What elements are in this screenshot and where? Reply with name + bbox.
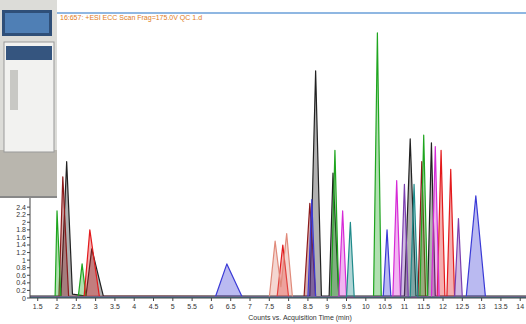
x-tick-label: 8.5 (303, 303, 313, 310)
title: 16:657: +ESI ECC Scan Frag=175.0V QC 1.d (60, 14, 202, 22)
x-tick-label: 9 (325, 303, 329, 310)
x-tick (500, 298, 501, 301)
x-tick-label: 6 (209, 303, 213, 310)
x-tick-label: 10 (362, 303, 370, 310)
x-tick-label: 6.5 (226, 303, 236, 310)
x-tick (462, 298, 463, 301)
x-tick (134, 298, 135, 301)
chart: 00.20.40.60.811.21.41.61.822.22.41.522.5… (0, 0, 526, 324)
x-tick (57, 298, 58, 301)
photo-door (10, 70, 18, 110)
y-tick (27, 282, 30, 283)
photo-bench (0, 150, 57, 196)
y-tick-label: 1.8 (16, 226, 26, 233)
x-tick-label: 11 (401, 303, 408, 310)
trace (30, 234, 526, 298)
x-tick (385, 298, 386, 301)
x-tick-label: 9.5 (342, 303, 352, 310)
photo-instrument (4, 42, 54, 152)
x-tick (230, 298, 231, 301)
y-tick (27, 237, 30, 238)
y-tick (27, 252, 30, 253)
x-tick-label: 5 (171, 303, 175, 310)
y-tick (27, 290, 30, 291)
x-tick-label: 5.5 (187, 303, 197, 310)
x-tick-label: 3.5 (110, 303, 120, 310)
x-tick (192, 298, 193, 301)
x-tick (211, 298, 212, 301)
x-tick (269, 298, 270, 301)
y-tick (27, 260, 30, 261)
y-tick-label: 0.6 (16, 272, 26, 279)
x-tick (37, 298, 38, 301)
x-tick (481, 298, 482, 301)
x-tick-label: 7.5 (264, 303, 274, 310)
photo-panel (6, 46, 52, 60)
x-tick (114, 298, 115, 301)
trace (30, 147, 526, 298)
y-tick-label: 0.8 (16, 264, 26, 271)
x-tick-label: 4.5 (149, 303, 159, 310)
y-tick (27, 298, 30, 299)
x-tick-label: 2 (55, 303, 59, 310)
y-tick-label: 2 (22, 219, 26, 226)
y-tick-label: 1.4 (16, 241, 26, 248)
x-tick-label: 13.5 (494, 303, 508, 310)
x-tick-label: 7 (248, 303, 252, 310)
x-tick (520, 298, 521, 301)
y-tick (27, 229, 30, 230)
x-tick (250, 298, 251, 301)
photo-screen (5, 13, 49, 33)
x-tick-label: 11.5 (417, 303, 430, 310)
x-tick (153, 298, 154, 301)
y-tick (27, 222, 30, 223)
y-tick-label: 1 (22, 257, 26, 264)
y-tick (27, 267, 30, 268)
x-tick-label: 12 (439, 303, 447, 310)
x-tick-label: 3 (94, 303, 98, 310)
trace (30, 150, 526, 297)
y-tick-label: 0 (22, 295, 26, 302)
y-tick (27, 244, 30, 245)
x-tick-label: 13 (478, 303, 486, 310)
x-tick-label: 14 (516, 303, 524, 310)
photo-edge (0, 196, 57, 198)
x-tick (346, 298, 347, 301)
x-tick-label: 12.5 (455, 303, 469, 310)
x-tick (423, 298, 424, 301)
x-tick (172, 298, 173, 301)
x-axis-label: Counts vs. Acquisition Time (min) (248, 314, 351, 322)
y-tick-label: 1.2 (16, 249, 26, 256)
instrument-photo (0, 0, 57, 198)
photo-monitor (2, 10, 52, 36)
y-tick (27, 275, 30, 276)
x-tick (327, 298, 328, 301)
x-tick-label: 8 (287, 303, 291, 310)
x-tick (95, 298, 96, 301)
x-tick (307, 298, 308, 301)
trace (30, 184, 526, 297)
x-tick (76, 298, 77, 301)
x-tick-label: 4 (132, 303, 136, 310)
y-tick-label: 2.4 (16, 204, 26, 211)
trace (30, 184, 526, 297)
y-tick (27, 207, 30, 208)
y-tick-label: 0.2 (16, 287, 26, 294)
y-tick (27, 214, 30, 215)
x-tick-label: 1.5 (33, 303, 43, 310)
y-tick-label: 0.4 (16, 279, 26, 286)
trace (30, 196, 526, 297)
y-tick-label: 1.6 (16, 234, 26, 241)
photo-bg (0, 0, 57, 196)
x-tick-label: 2.5 (71, 303, 81, 310)
traces (30, 33, 526, 297)
x-tick-label: 10.5 (378, 303, 392, 310)
trace (30, 33, 526, 297)
x-tick (365, 298, 366, 301)
y-tick-label: 2.2 (16, 211, 26, 218)
x-tick (288, 298, 289, 301)
x-axis (30, 298, 526, 299)
x-tick (443, 298, 444, 301)
x-tick (404, 298, 405, 301)
